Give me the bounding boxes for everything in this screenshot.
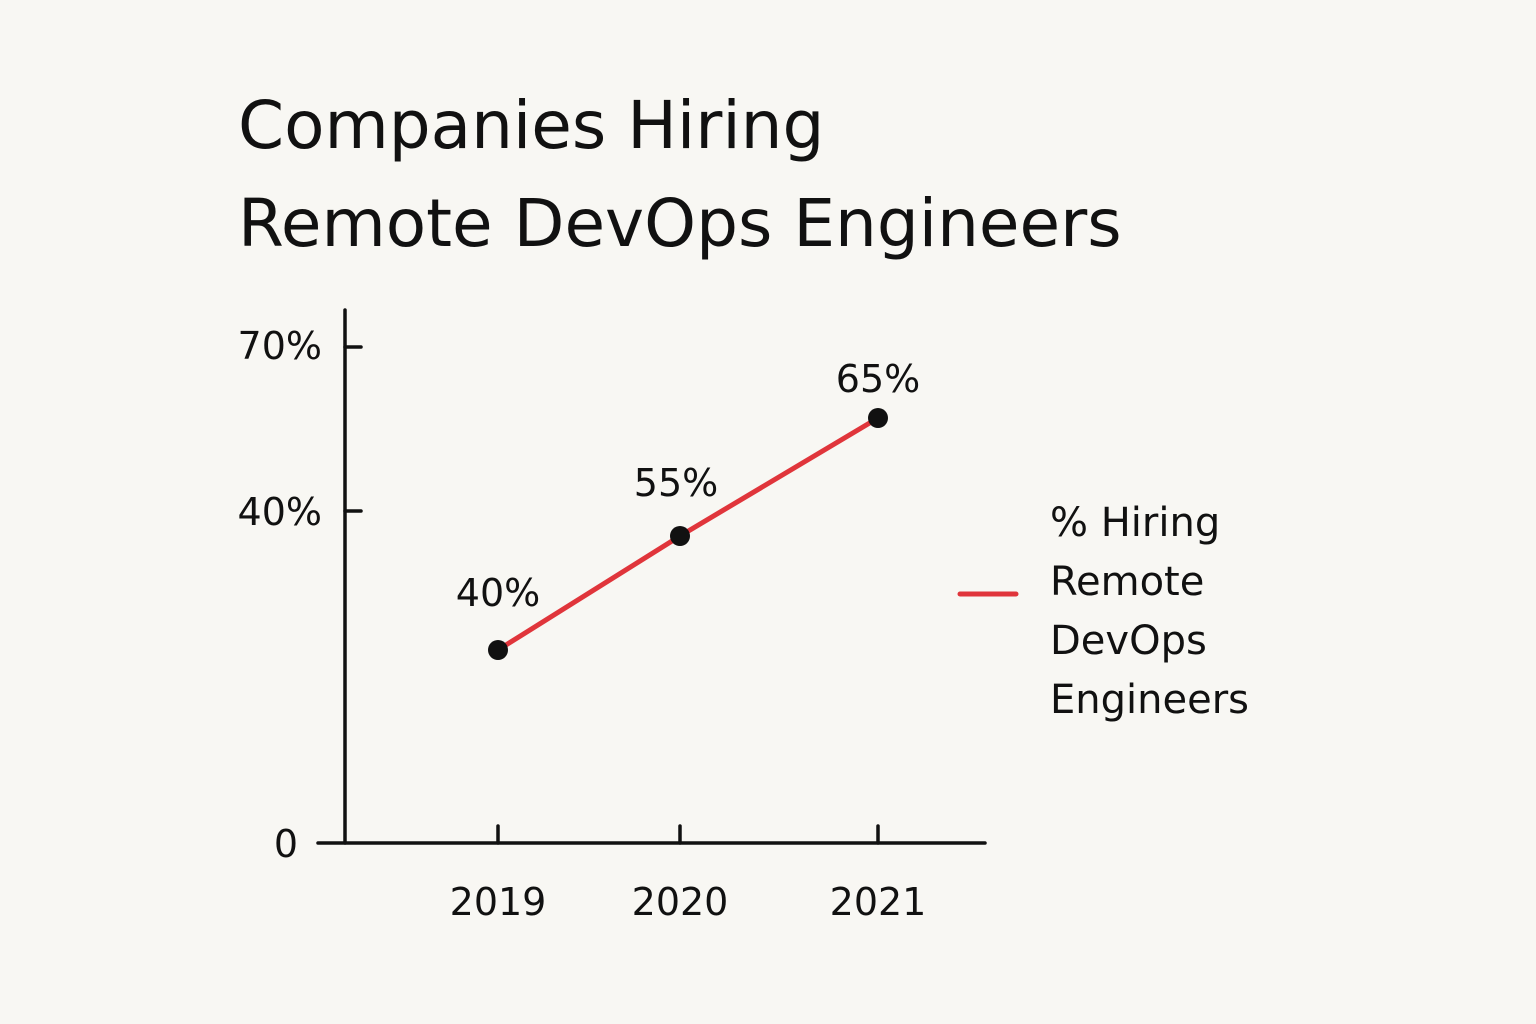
chart-title: Companies Hiring Remote DevOps Engineers bbox=[238, 87, 1122, 262]
data-label-2019: 40% bbox=[456, 571, 540, 615]
legend-label-line-4: Engineers bbox=[1050, 677, 1249, 723]
x-tick-label-2021: 2021 bbox=[830, 880, 927, 924]
x-tick-label-2020: 2020 bbox=[632, 880, 729, 924]
chart-title-line-2: Remote DevOps Engineers bbox=[238, 185, 1122, 262]
y-tick-label-70: 70% bbox=[238, 324, 322, 368]
chart-title-line-1: Companies Hiring bbox=[238, 87, 824, 164]
series: 40% 55% 65% bbox=[456, 357, 920, 660]
data-point-2021 bbox=[868, 408, 888, 428]
legend: % Hiring Remote DevOps Engineers bbox=[957, 500, 1249, 723]
data-label-2020: 55% bbox=[634, 461, 718, 505]
x-tick-label-2019: 2019 bbox=[450, 880, 547, 924]
legend-label-line-1: % Hiring bbox=[1050, 500, 1220, 546]
data-point-2020 bbox=[670, 526, 690, 546]
data-point-2019 bbox=[488, 640, 508, 660]
y-tick-label-40: 40% bbox=[238, 490, 322, 534]
data-label-2021: 65% bbox=[836, 357, 920, 401]
legend-label-line-2: Remote bbox=[1050, 559, 1204, 605]
legend-label-line-3: DevOps bbox=[1050, 618, 1207, 664]
y-tick-label-0: 0 bbox=[274, 822, 298, 866]
axes: 0 40% 70% 2019 2020 2021 bbox=[238, 308, 987, 924]
